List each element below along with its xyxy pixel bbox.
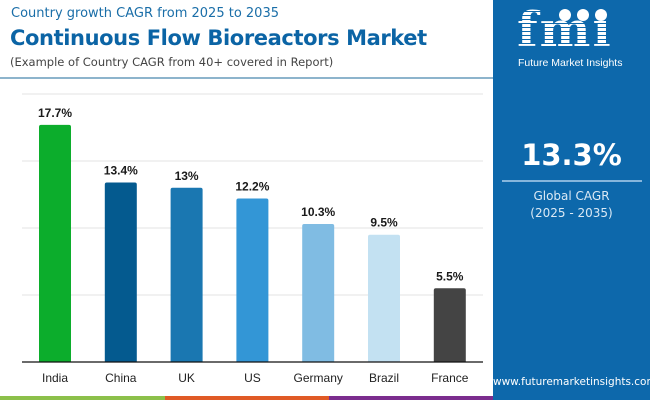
category-label-us: US <box>244 371 261 385</box>
header-kicker: Country growth CAGR from 2025 to 2035 <box>11 6 279 21</box>
bar-china <box>104 182 137 362</box>
value-label-brazil: 9.5% <box>370 216 398 230</box>
side-panel: fmi Future Market Insights 13.3% Global … <box>493 0 650 400</box>
bar-chart: 17.7% 13.4% 13% 12.2% 10.3% 9.5% 5.5% India Chi… <box>22 93 483 385</box>
category-label-india: India <box>42 371 68 385</box>
globe-icon <box>577 9 589 21</box>
category-label-china: China <box>105 371 137 385</box>
page-title: Continuous Flow Bioreactors Market <box>10 26 427 50</box>
bar-brazil <box>368 234 400 362</box>
globe-icon <box>559 9 571 21</box>
bars <box>39 124 466 362</box>
value-label-uk: 13% <box>175 169 199 183</box>
logo-name: Future Market Insights <box>518 57 623 69</box>
category-label-brazil: Brazil <box>369 371 399 385</box>
website-link[interactable]: www.futuremarketinsights.com <box>493 376 650 388</box>
value-label-us: 12.2% <box>235 180 269 194</box>
global-cagr-label: Global CAGR <box>533 189 610 203</box>
value-label-india: 17.7% <box>38 106 72 120</box>
bar-germany <box>302 223 335 362</box>
footer-stripe-green <box>0 396 165 400</box>
category-labels: India China UK US Germany Brazil France <box>42 371 469 385</box>
value-label-germany: 10.3% <box>301 205 335 219</box>
footer-stripe-purple <box>329 396 493 400</box>
bar-uk <box>170 187 203 362</box>
bar-france <box>433 288 466 362</box>
fmi-logo: fmi Future Market Insights <box>493 0 650 76</box>
value-label-china: 13.4% <box>104 163 138 177</box>
header-divider <box>0 77 493 79</box>
global-cagr-value: 13.3% <box>521 138 622 172</box>
bar-us <box>236 198 269 362</box>
panel-divider <box>502 180 642 182</box>
value-labels: 17.7% 13.4% 13% 12.2% 10.3% 9.5% 5.5% <box>38 106 464 283</box>
header-subtitle: (Example of Country CAGR from 40+ covere… <box>10 55 334 69</box>
globe-icon <box>595 9 607 21</box>
category-label-germany: Germany <box>294 371 343 385</box>
global-cagr-range: (2025 - 2035) <box>530 206 613 220</box>
footer-stripe-orange <box>165 396 329 400</box>
category-label-france: France <box>431 371 469 385</box>
value-label-france: 5.5% <box>436 269 464 283</box>
category-label-uk: UK <box>178 371 195 385</box>
bar-india <box>39 124 71 362</box>
globe-icons <box>559 6 613 25</box>
